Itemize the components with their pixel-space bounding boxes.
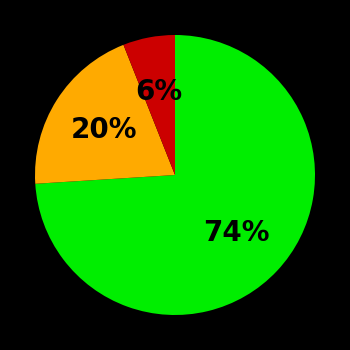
- Wedge shape: [35, 35, 315, 315]
- Text: 20%: 20%: [71, 116, 137, 144]
- Wedge shape: [124, 35, 175, 175]
- Text: 74%: 74%: [203, 218, 270, 246]
- Wedge shape: [35, 45, 175, 184]
- Text: 6%: 6%: [136, 78, 183, 106]
